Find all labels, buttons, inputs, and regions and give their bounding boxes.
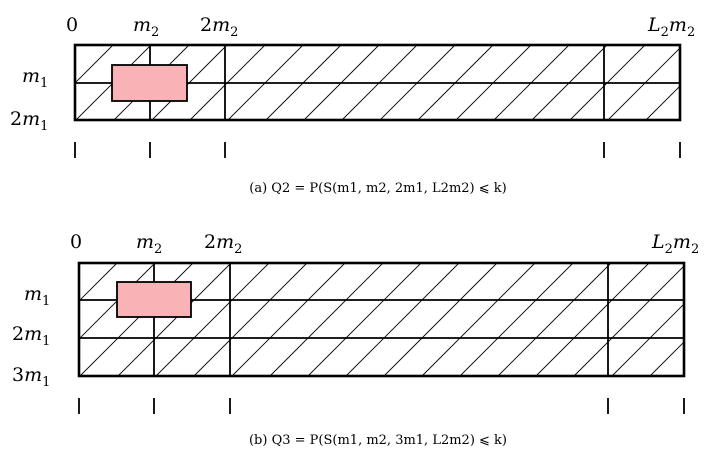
- hatch-line: [649, 341, 684, 376]
- panel-b-ylabel-2m1: 2m1: [12, 323, 50, 349]
- hatch-line: [421, 263, 536, 376]
- hatch-line: [497, 263, 612, 376]
- panel-b-xlabel-2m2: 2m2: [204, 231, 242, 257]
- panel-b-caption: (b) Q3 = P(S(m1, m2, 3m1, L2m2) ⩽ k): [249, 433, 507, 448]
- panel-b-hatching: [79, 263, 713, 376]
- hatch-line: [193, 263, 308, 376]
- hatch-line: [117, 263, 232, 376]
- panel-b-ticks: [78, 398, 685, 414]
- hatch-line: [79, 263, 194, 376]
- hatch-line: [79, 263, 156, 340]
- hatch-line: [645, 85, 680, 120]
- panel-a-ticks: [74, 142, 681, 158]
- panel-a-caption: (a) Q2 = P(S(m1, m2, 2m1, L2m2) ⩽ k): [249, 181, 506, 196]
- hatch-line: [79, 263, 118, 302]
- hatch-line: [79, 263, 80, 264]
- panel-a-ylabel-m1: m1: [22, 65, 48, 91]
- panel-a-highlight-block: [111, 64, 188, 102]
- hatch-line: [155, 263, 270, 376]
- hatch-line: [684, 45, 713, 120]
- panel-b: 0 m2 2m2 L2m2 m1 2m1 3m1 (b) Q3 = P(S(m1…: [12, 231, 713, 448]
- panel-a-xlabel-l2m2: L2m2: [647, 14, 695, 40]
- hatch-line: [535, 263, 650, 376]
- panel-a-ylabel-2m1: 2m1: [10, 108, 48, 134]
- panel-a-xlabel-m2: m2: [133, 14, 159, 40]
- panel-a: 0 m2 2m2 L2m2 m1 2m1 (a) Q2 = P(S(m1, m2…: [10, 14, 713, 196]
- panel-a-xlabel-2m2: 2m2: [200, 14, 238, 40]
- panel-b-xlabel-m2: m2: [136, 231, 162, 257]
- panel-b-xlabel-l2m2: L2m2: [651, 231, 699, 257]
- panel-b-xlabel-0: 0: [70, 231, 82, 253]
- panel-b-highlight-block: [116, 281, 192, 318]
- hatch-line: [383, 263, 498, 376]
- hatch-line: [688, 263, 713, 376]
- panel-b-grid-outline: [77, 261, 686, 378]
- hatch-line: [611, 303, 684, 376]
- hatch-line: [231, 263, 346, 376]
- hatch-line: [269, 263, 384, 376]
- panel-b-ylabel-m1: m1: [24, 283, 50, 309]
- panel-a-xlabel-0: 0: [66, 14, 78, 36]
- hatch-line: [307, 263, 422, 376]
- hatch-line: [573, 265, 684, 376]
- panel-b-ylabel-3m1: 3m1: [12, 364, 50, 390]
- hatch-line: [459, 263, 574, 376]
- hatch-line: [345, 263, 460, 376]
